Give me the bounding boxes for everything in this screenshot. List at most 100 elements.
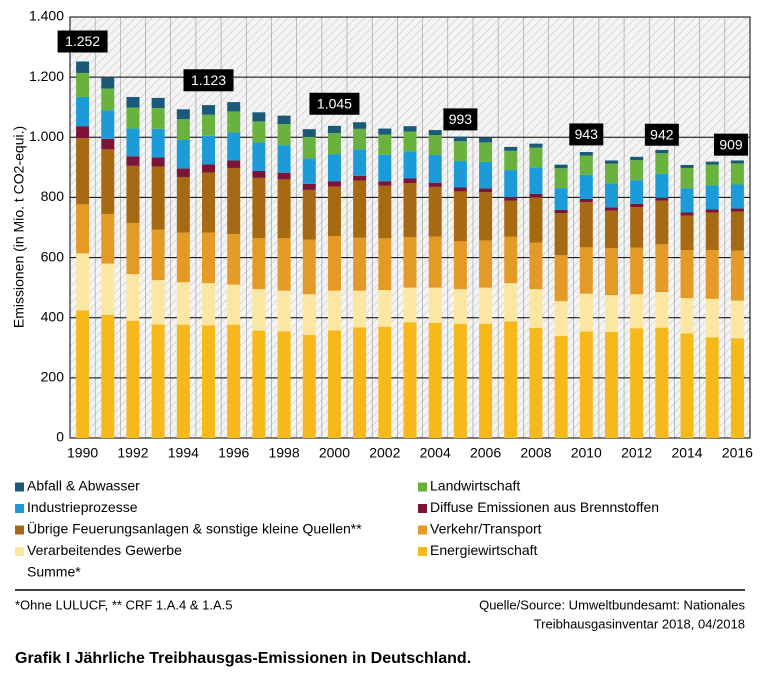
bar-segment [202, 325, 216, 438]
bar-segment [705, 212, 719, 251]
bar-segment [453, 141, 467, 162]
bar-segment [428, 130, 442, 136]
bar-segment [176, 109, 190, 120]
bar-segment [202, 172, 216, 233]
x-tick-label: 2010 [571, 445, 602, 461]
bar-segment [353, 122, 367, 129]
bar-segment [126, 96, 140, 108]
x-tick-label: 2002 [369, 445, 400, 461]
bar-segment [277, 145, 291, 173]
bar-segment [529, 167, 543, 194]
bar-segment [604, 210, 618, 249]
bar-segment [302, 294, 316, 335]
x-tick-label: 2012 [621, 445, 652, 461]
bar-segment [630, 207, 644, 248]
bar-segment [428, 186, 442, 237]
bar-segment [529, 193, 543, 198]
bar-segment [403, 131, 417, 152]
bar-segment [101, 138, 115, 150]
bar-segment [579, 174, 593, 199]
legend-swatch [418, 504, 427, 513]
bar-segment [705, 209, 719, 213]
bar-segment [327, 154, 341, 182]
bar-segment [302, 136, 316, 159]
bar-segment [479, 188, 493, 193]
bar-segment [604, 160, 618, 164]
bar-segment [327, 290, 341, 331]
bar-segment [378, 290, 392, 327]
source: Quelle/Source: Umweltbundesamt: National… [479, 597, 745, 612]
bar-segment [630, 247, 644, 295]
bar-segment [554, 255, 568, 302]
bar-segment [604, 295, 618, 332]
caption: Grafik I Jährliche Treibhausgas-Emission… [15, 650, 471, 667]
bar-segment [730, 338, 744, 438]
bar-segment [428, 155, 442, 183]
x-tick-label: 2014 [671, 445, 702, 461]
bar-segment [176, 232, 190, 283]
bar-segment [655, 197, 669, 201]
x-tick-label: 2004 [420, 445, 451, 461]
bar-segment [680, 167, 694, 189]
bar-segment [655, 244, 669, 293]
bar-segment [730, 184, 744, 209]
bar-segment [504, 146, 518, 151]
bar-segment [252, 121, 266, 143]
bar-segment [630, 180, 644, 204]
total-label-box [443, 108, 478, 131]
bar-segment [529, 143, 543, 148]
bar-segment [529, 327, 543, 438]
bar-segment [327, 125, 341, 134]
bar-segment [604, 331, 618, 438]
bar-segment [353, 149, 367, 176]
legend-swatch [15, 525, 24, 535]
bar-segment [227, 111, 241, 133]
bar-segment [76, 310, 90, 438]
bar-segment [630, 160, 644, 181]
bar-segment [151, 324, 165, 438]
bar-segment [76, 138, 90, 205]
bar-segment [126, 107, 140, 129]
bar-segment [730, 163, 744, 185]
bar-segment [227, 234, 241, 285]
bar-segment [176, 168, 190, 177]
bar-segment [479, 142, 493, 162]
bar-segment [453, 136, 467, 142]
bar-segment [680, 164, 694, 168]
bar-segment [126, 156, 140, 166]
bar-segment [151, 157, 165, 167]
bar-segment [453, 187, 467, 192]
x-tick-label: 2008 [520, 445, 551, 461]
bar-segment [554, 336, 568, 438]
bar-segment [378, 238, 392, 291]
bar-segment [202, 164, 216, 173]
total-label-box [644, 123, 679, 146]
total-label: 1.123 [191, 72, 226, 88]
legend-label: Summe* [27, 564, 81, 580]
bar-segment [378, 134, 392, 155]
bar-segment [655, 327, 669, 438]
bar-segment [302, 239, 316, 295]
bar-segment [403, 182, 417, 238]
bar-segment [403, 151, 417, 179]
bar-segment [76, 204, 90, 254]
bar-segment [579, 198, 593, 203]
total-label-box [57, 30, 108, 53]
bar-segment [327, 236, 341, 291]
bar-segment [479, 137, 493, 143]
bar-segment [252, 238, 266, 290]
bar-segment [428, 236, 442, 288]
y-tick-label: 400 [41, 308, 65, 324]
bar-segment [302, 158, 316, 184]
bar-segment [126, 274, 140, 321]
total-label: 993 [449, 111, 473, 127]
bar-segment [176, 119, 190, 140]
bar-segment [604, 248, 618, 296]
total-label-box [183, 69, 234, 92]
y-tick-label: 1.200 [29, 68, 64, 84]
bar-segment [705, 250, 719, 299]
source: Treibhausgasinventar 2018, 04/2018 [534, 616, 745, 631]
bar-segment [504, 236, 518, 284]
bar-segment [202, 114, 216, 136]
